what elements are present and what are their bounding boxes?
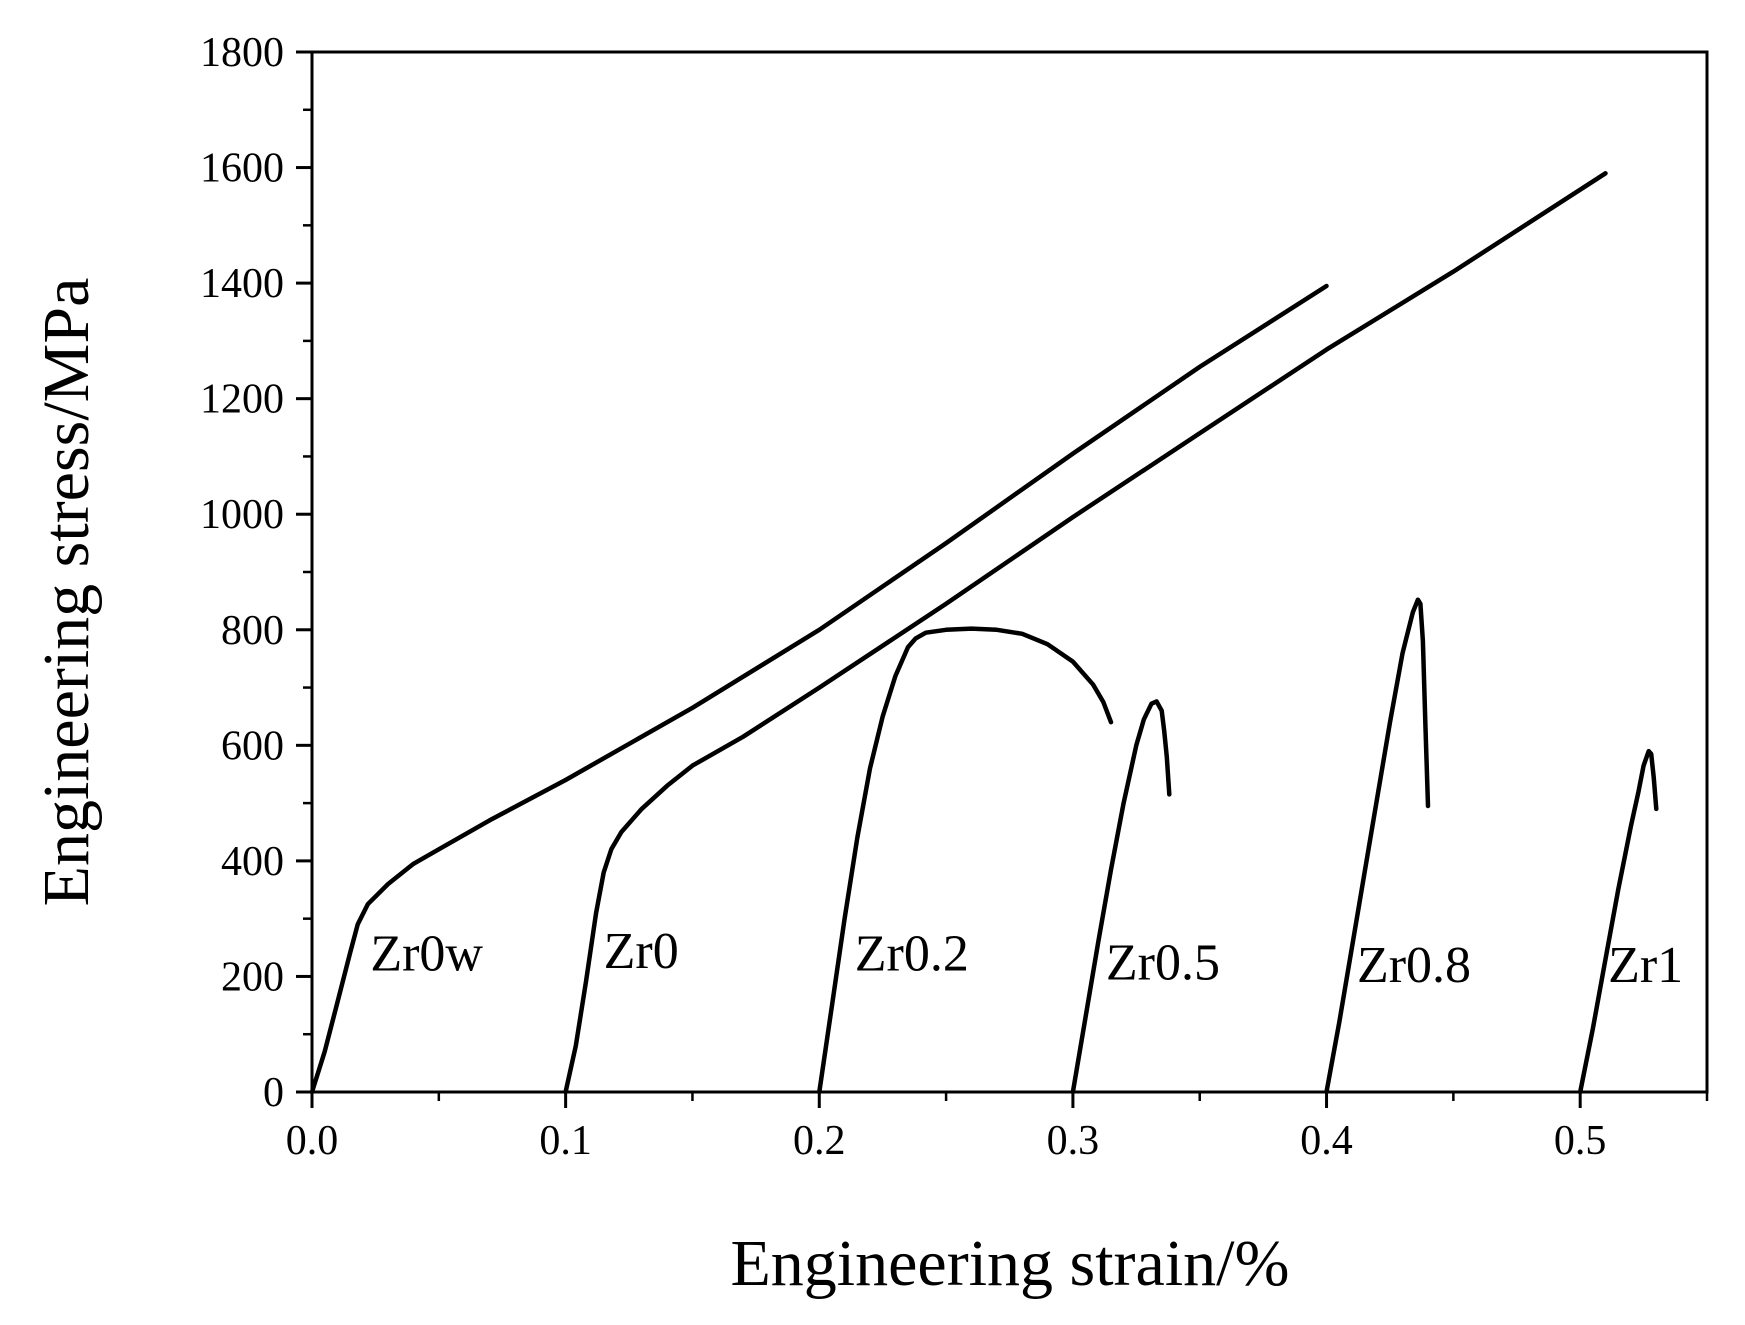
series-label-zr0w: Zr0w [370,926,483,983]
y-tick-label: 1600 [200,146,284,192]
y-tick-label: 600 [221,723,284,769]
y-tick-label: 0 [263,1070,284,1116]
x-tick-label: 0.0 [286,1118,339,1164]
plot-frame [310,50,1709,1094]
y-tick-label: 800 [221,608,284,654]
y-tick-label: 200 [221,954,284,1000]
x-tick-label: 0.1 [539,1118,592,1164]
y-axis-ticks: 0 200 400 600 800 1000 1200 1400 1600 1800 [200,30,312,1116]
series-label-zr1: Zr1 [1608,937,1683,994]
x-axis-title: Engineering strain/% [730,1227,1289,1300]
series-annotations: Zr0w Zr0 Zr0.2 Zr0.5 Zr0.8 Zr1 [370,923,1683,994]
series-line-zr1 [1577,748,1659,1095]
y-tick-label: 1000 [200,492,284,538]
x-tick-label: 0.3 [1047,1118,1100,1164]
series-lines [309,171,1659,1095]
series-line-zr0 [563,171,1608,1095]
series-label-zr0-8: Zr0.8 [1357,937,1471,994]
series-line-zr0-5 [1070,699,1172,1095]
x-axis-ticks: 0.0 0.1 0.2 0.3 0.4 0.5 [286,1092,1709,1164]
series-label-zr0: Zr0 [604,923,679,980]
series-label-zr0-2: Zr0.2 [855,926,969,983]
y-tick-label: 1200 [200,377,284,423]
x-tick-label: 0.5 [1554,1118,1607,1164]
series-line-zr0-8 [1324,597,1431,1095]
y-tick-label: 1800 [200,30,284,76]
y-tick-label: 400 [221,839,284,885]
x-tick-label: 0.4 [1300,1118,1353,1164]
series-line-zr0w [309,283,1329,1095]
series-label-zr0-5: Zr0.5 [1106,934,1220,991]
series-line-zr0-2 [817,626,1114,1095]
x-tick-label: 0.2 [793,1118,846,1164]
y-tick-label: 1400 [200,261,284,307]
y-axis-title: Engineering stress/MPa [30,278,103,907]
